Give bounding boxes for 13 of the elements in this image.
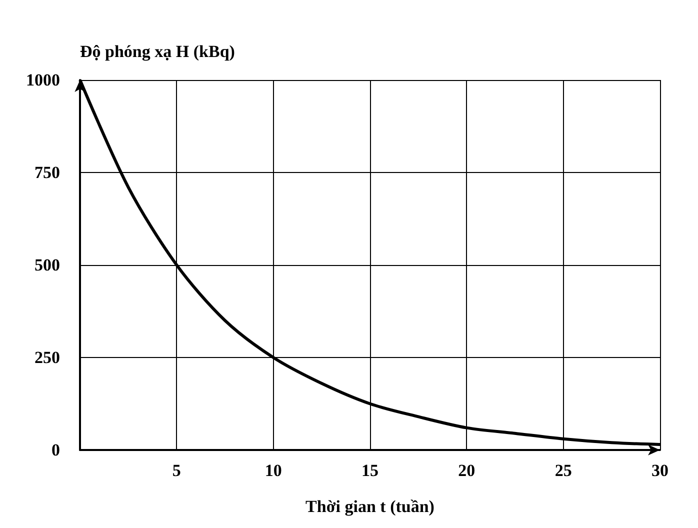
y-tick-label: 750 [34, 163, 60, 182]
x-tick-label: 15 [362, 461, 378, 480]
x-tick-label: 5 [172, 461, 181, 480]
x-tick-label: 25 [554, 461, 572, 480]
y-tick-label: 1000 [26, 70, 60, 90]
y-tick-label: 0 [52, 440, 60, 460]
y-axis-title: Độ phóng xạ H (kBq) [80, 42, 235, 61]
x-tick-label: 30 [652, 461, 668, 480]
y-tick-label: 250 [34, 348, 60, 367]
y-tick-label: 500 [34, 256, 60, 274]
x-axis-title: Thời gian t (tuần) [306, 497, 434, 516]
x-tick-label: 10 [264, 461, 282, 480]
x-tick-label: 20 [458, 461, 476, 480]
